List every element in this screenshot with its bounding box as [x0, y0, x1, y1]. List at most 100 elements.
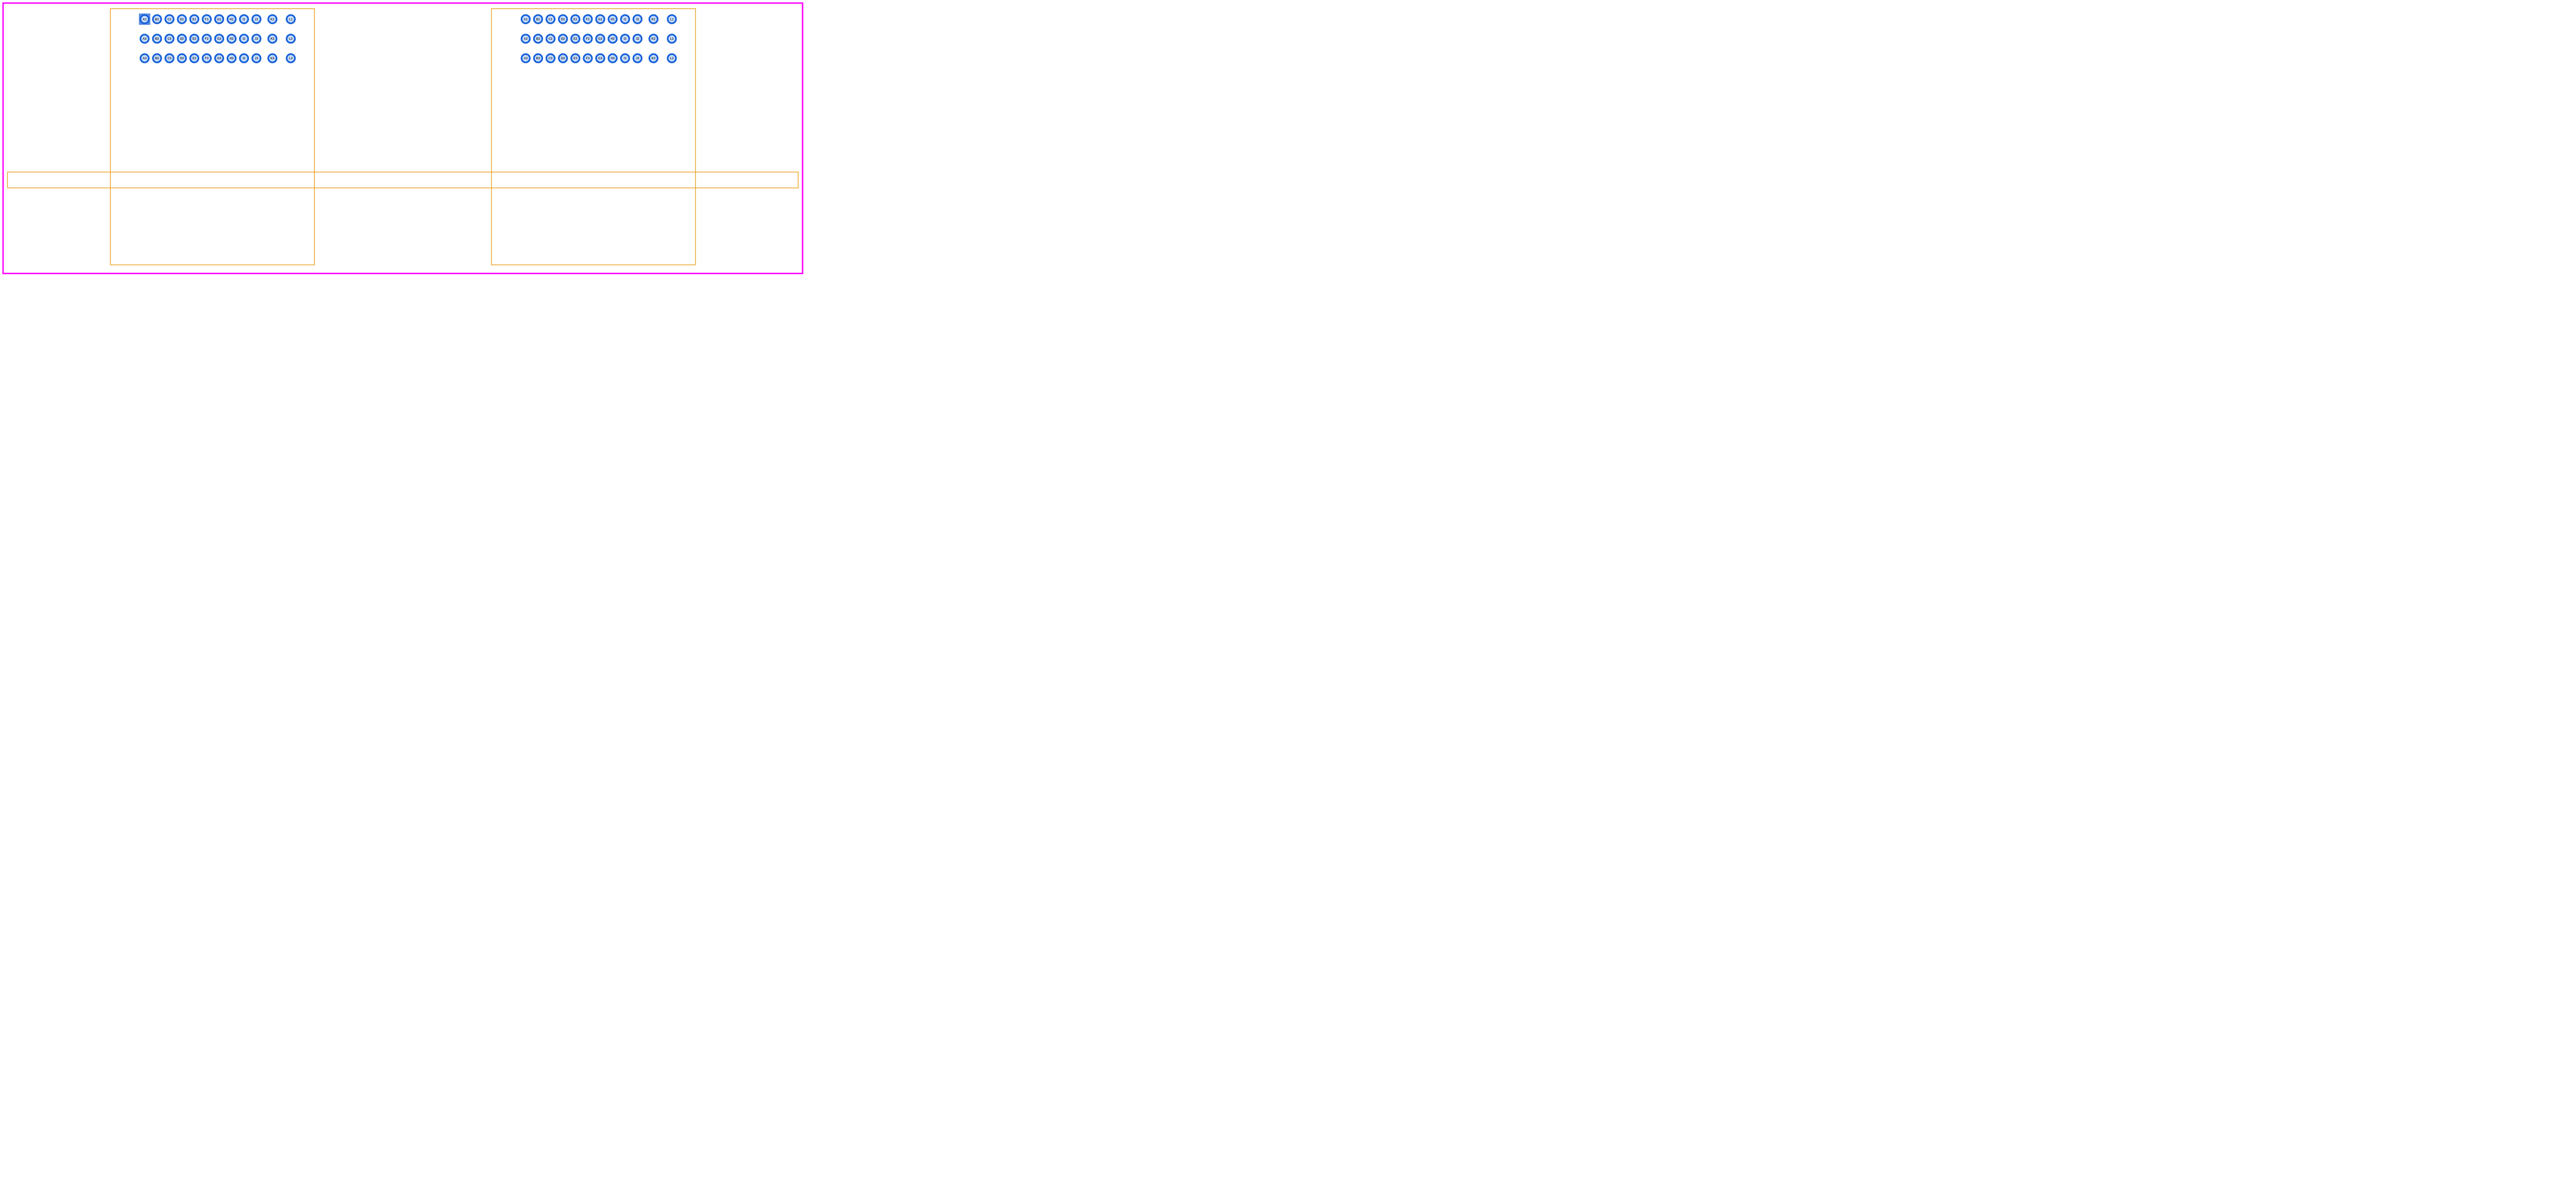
well-k1[interactable]: K1	[267, 14, 277, 24]
well-e2[interactable]: E2	[190, 34, 199, 43]
well-a3[interactable]: A3	[521, 53, 531, 63]
well-label: F3	[205, 56, 209, 60]
well-label: F2	[205, 37, 209, 41]
well-e1[interactable]: E1	[190, 14, 199, 24]
well-label: G3	[598, 56, 602, 60]
well-l3[interactable]: L3	[667, 53, 676, 63]
well-d1[interactable]: D1	[558, 14, 568, 24]
well-h1[interactable]: H1	[227, 14, 236, 24]
well-h3[interactable]: H3	[227, 53, 236, 63]
well-c2[interactable]: C2	[164, 34, 174, 43]
well-d2[interactable]: D2	[177, 34, 187, 43]
well-j3[interactable]: J3	[251, 53, 261, 63]
well-c1[interactable]: C1	[164, 14, 174, 24]
diagram-canvas: A1B1C1D1E1F1G1H1I1J1K1L1A2B2C2D2E2F2G2H2…	[0, 0, 806, 277]
well-l2[interactable]: L2	[286, 34, 296, 43]
well-g3[interactable]: G3	[214, 53, 224, 63]
well-label: G2	[217, 37, 221, 41]
well-j1[interactable]: J1	[251, 14, 261, 24]
well-l2[interactable]: L2	[667, 34, 676, 43]
well-label: C1	[549, 18, 553, 21]
well-label: J2	[636, 37, 639, 41]
plate-panel-left	[110, 8, 315, 265]
well-label: D3	[180, 56, 184, 60]
well-j2[interactable]: J2	[633, 34, 642, 43]
well-f3[interactable]: F3	[583, 53, 592, 63]
well-a2[interactable]: A2	[140, 34, 149, 43]
well-label: B2	[536, 37, 540, 41]
well-c3[interactable]: C3	[164, 53, 174, 63]
well-c1[interactable]: C1	[546, 14, 555, 24]
well-i3[interactable]: I3	[620, 53, 630, 63]
well-d1[interactable]: D1	[177, 14, 187, 24]
well-k3[interactable]: K3	[267, 53, 277, 63]
well-k3[interactable]: K3	[649, 53, 658, 63]
well-label: D1	[180, 18, 184, 21]
well-h1[interactable]: H1	[608, 14, 618, 24]
well-a3[interactable]: A3	[140, 53, 149, 63]
well-a1[interactable]: A1	[521, 14, 531, 24]
well-label: H2	[230, 37, 234, 41]
well-j1[interactable]: J1	[633, 14, 642, 24]
well-l1[interactable]: L1	[286, 14, 296, 24]
well-e3[interactable]: E3	[190, 53, 199, 63]
well-c2[interactable]: C2	[546, 34, 555, 43]
well-label: K2	[652, 37, 656, 41]
well-b1[interactable]: B1	[533, 14, 543, 24]
well-label: B1	[536, 18, 540, 21]
well-i1[interactable]: I1	[620, 14, 630, 24]
well-h3[interactable]: H3	[608, 53, 618, 63]
well-f3[interactable]: F3	[202, 53, 212, 63]
well-i2[interactable]: I2	[239, 34, 249, 43]
well-label: A2	[524, 37, 528, 41]
well-e2[interactable]: E2	[570, 34, 580, 43]
well-f1[interactable]: F1	[202, 14, 212, 24]
well-g1[interactable]: G1	[214, 14, 224, 24]
well-i1[interactable]: I1	[239, 14, 249, 24]
well-label: I1	[243, 18, 245, 21]
well-label: E3	[573, 56, 577, 60]
well-j2[interactable]: J2	[251, 34, 261, 43]
well-f1[interactable]: F1	[583, 14, 592, 24]
well-c3[interactable]: C3	[546, 53, 555, 63]
well-d2[interactable]: D2	[558, 34, 568, 43]
well-h2[interactable]: H2	[227, 34, 236, 43]
well-b1[interactable]: B1	[152, 14, 162, 24]
well-i3[interactable]: I3	[239, 53, 249, 63]
well-label: I2	[243, 37, 245, 41]
well-i2[interactable]: I2	[620, 34, 630, 43]
well-d3[interactable]: D3	[558, 53, 568, 63]
well-e3[interactable]: E3	[570, 53, 580, 63]
well-j3[interactable]: J3	[633, 53, 642, 63]
well-l1[interactable]: L1	[667, 14, 676, 24]
well-label: C2	[549, 37, 553, 41]
well-l3[interactable]: L3	[286, 53, 296, 63]
well-label: E1	[573, 18, 577, 21]
well-b3[interactable]: B3	[533, 53, 543, 63]
well-b2[interactable]: B2	[152, 34, 162, 43]
well-f2[interactable]: F2	[202, 34, 212, 43]
well-k2[interactable]: K2	[649, 34, 658, 43]
well-a1[interactable]: A1	[140, 14, 149, 24]
well-k2[interactable]: K2	[267, 34, 277, 43]
well-g2[interactable]: G2	[595, 34, 605, 43]
well-b3[interactable]: B3	[152, 53, 162, 63]
well-b2[interactable]: B2	[533, 34, 543, 43]
well-g3[interactable]: G3	[595, 53, 605, 63]
well-a2[interactable]: A2	[521, 34, 531, 43]
well-e1[interactable]: E1	[570, 14, 580, 24]
well-g2[interactable]: G2	[214, 34, 224, 43]
well-label: J2	[255, 37, 258, 41]
well-label: B1	[155, 18, 159, 21]
well-label: K3	[270, 56, 275, 60]
well-label: J1	[255, 18, 258, 21]
well-label: F2	[586, 37, 589, 41]
well-k1[interactable]: K1	[649, 14, 658, 24]
well-g1[interactable]: G1	[595, 14, 605, 24]
well-label: J3	[636, 56, 639, 60]
well-label: A2	[143, 37, 147, 41]
well-h2[interactable]: H2	[608, 34, 618, 43]
well-f2[interactable]: F2	[583, 34, 592, 43]
well-d3[interactable]: D3	[177, 53, 187, 63]
well-label: C3	[549, 56, 553, 60]
